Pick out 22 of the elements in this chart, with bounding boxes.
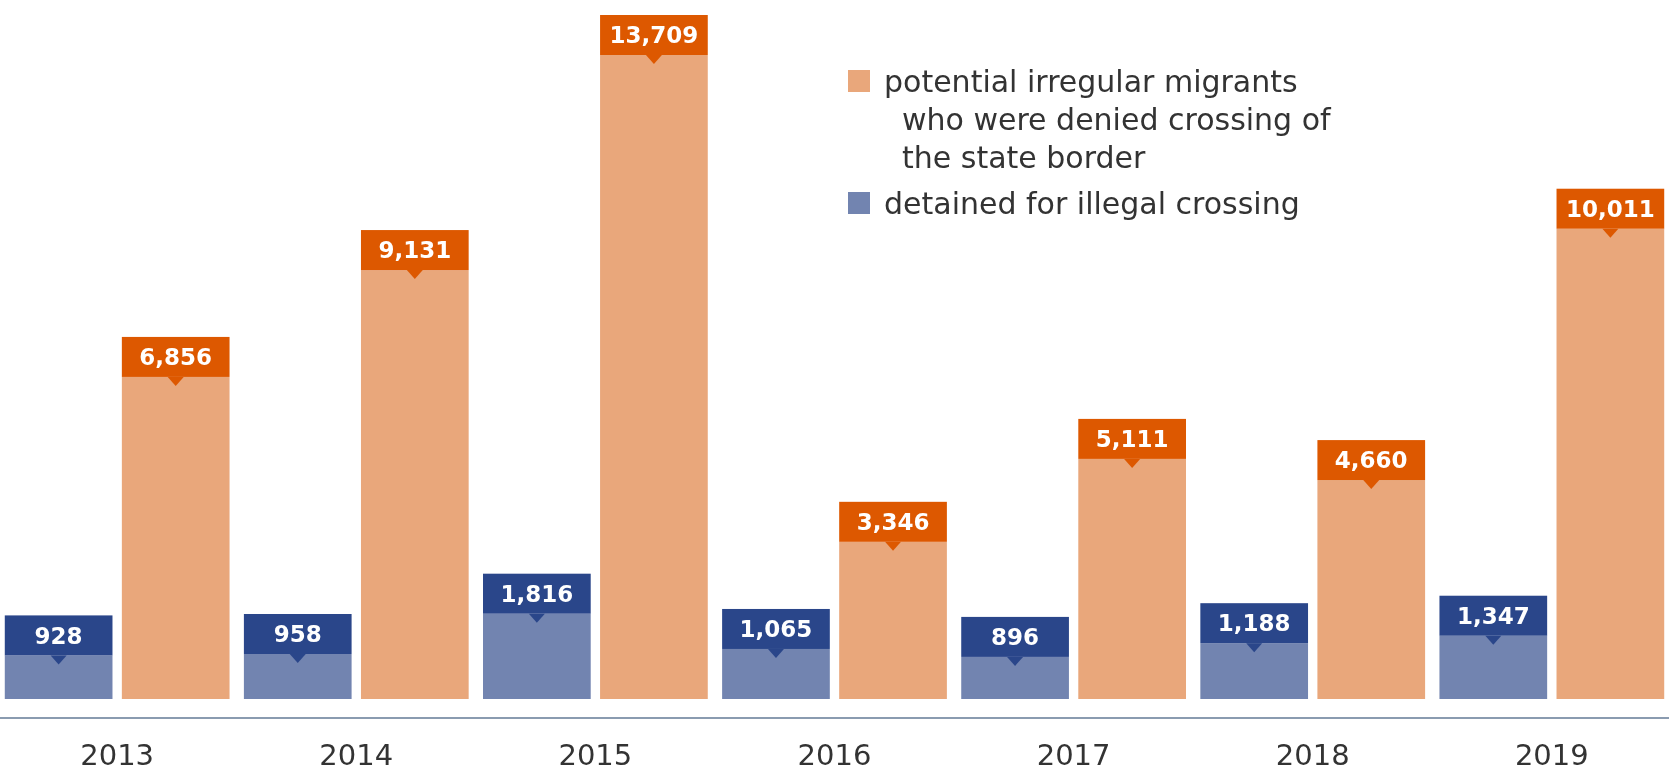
data-label: 1,188 xyxy=(1217,610,1291,637)
x-tick-label: 2019 xyxy=(1514,738,1589,772)
legend-label: detained for illegal crossing xyxy=(884,186,1300,221)
x-tick-label: 2017 xyxy=(1036,738,1111,772)
x-tick-label: 2014 xyxy=(319,738,394,772)
x-tick-label: 2015 xyxy=(558,738,633,772)
data-label: 1,065 xyxy=(739,616,813,643)
data-label: 5,111 xyxy=(1095,426,1169,453)
data-label: 896 xyxy=(991,624,1040,651)
data-label: 4,660 xyxy=(1334,447,1408,474)
data-label: 1,816 xyxy=(500,580,574,607)
x-tick-label: 2016 xyxy=(797,738,872,772)
data-label: 13,709 xyxy=(609,22,699,49)
data-label: 928 xyxy=(34,622,83,649)
x-tick-label: 2013 xyxy=(80,738,155,772)
x-tick-label: 2018 xyxy=(1275,738,1350,772)
data-label: 10,011 xyxy=(1565,196,1655,222)
data-label: 1,347 xyxy=(1456,603,1530,629)
data-label: 9,131 xyxy=(378,237,452,264)
data-label: 3,346 xyxy=(856,509,930,536)
data-label: 6,856 xyxy=(139,344,213,371)
data-label: 958 xyxy=(273,621,322,648)
